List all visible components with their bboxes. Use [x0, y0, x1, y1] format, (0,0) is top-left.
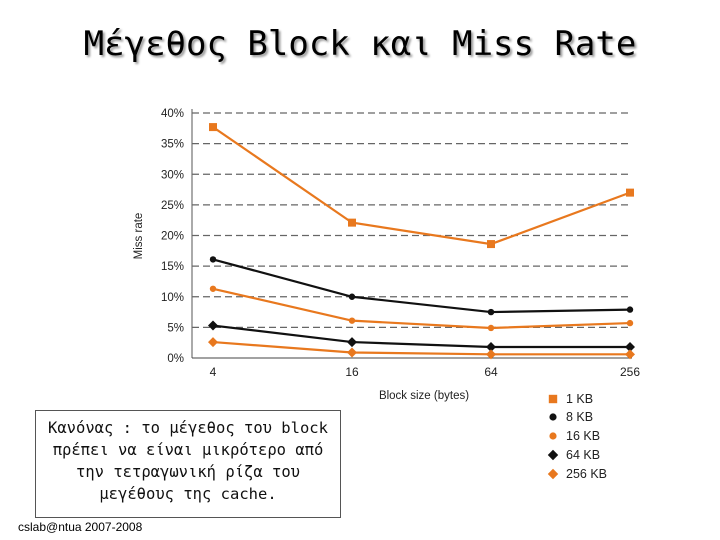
data-point [626, 188, 634, 197]
y-tick-label: 5% [167, 322, 184, 334]
data-point [626, 306, 634, 313]
x-tick-label: 16 [345, 365, 359, 379]
legend-marker-shape [549, 413, 557, 421]
legend-label: 64 KB [566, 448, 601, 462]
series-line-64-kb [212, 324, 630, 349]
data-point [487, 324, 495, 332]
rule-line-3: την τετραγωνική ρίζα του [76, 463, 300, 481]
series-line-8-kb [212, 258, 631, 314]
legend-label: 256 KB [566, 467, 608, 481]
data-point [208, 337, 218, 348]
data-point [487, 240, 495, 249]
x-tick-label: 64 [484, 365, 498, 379]
data-point [487, 308, 495, 316]
legend-marker-shape [547, 468, 559, 480]
data-point [486, 349, 496, 360]
y-tick-label: 20% [161, 231, 184, 243]
data-point [348, 317, 356, 324]
data-point [486, 341, 496, 352]
data-point [209, 123, 217, 132]
legend-marker-shape [549, 432, 557, 440]
x-tick-label: 4 [210, 365, 217, 379]
data-point [626, 319, 634, 327]
data-point [209, 285, 217, 292]
y-tick-label: 30% [161, 169, 184, 181]
data-point [625, 341, 635, 352]
legend-marker [547, 468, 559, 480]
legend-marker [549, 432, 557, 440]
x-tick-label: 256 [620, 365, 640, 379]
x-axis-title: Block size (bytes) [379, 390, 469, 402]
slide-title: Μέγεθος Block και Miss Rate [83, 24, 637, 64]
y-axis-title: Miss rate [133, 213, 145, 260]
rule-line-1: Κανόνας : το μέγεθος του block [48, 419, 328, 437]
y-tick-label: 40% [161, 108, 184, 120]
legend-marker [547, 449, 559, 461]
y-tick-label: 25% [161, 200, 184, 212]
data-point [348, 218, 356, 227]
rule-line-2: πρέπει να είναι μικρότερο από [52, 441, 324, 459]
legend-marker-shape [547, 449, 559, 461]
y-tick-label: 10% [161, 292, 184, 304]
data-point [348, 293, 356, 300]
data-point [347, 337, 357, 348]
legend-marker [549, 413, 557, 421]
data-point [347, 347, 357, 358]
y-tick-label: 0% [167, 353, 184, 365]
rule-line-4: μεγέθους της cache. [99, 485, 277, 503]
legend-marker-shape [548, 394, 558, 404]
series-line-256-kb [212, 340, 630, 356]
data-point [625, 349, 635, 360]
legend-label: 16 KB [566, 429, 601, 443]
series-line-1-kb [212, 126, 631, 246]
legend-label: 1 KB [566, 392, 594, 406]
legend-marker [548, 394, 558, 404]
footer-credit: cslab@ntua 2007-2008 [18, 520, 143, 534]
y-tick-label: 35% [161, 139, 184, 151]
data-point [208, 320, 218, 331]
rule-note: Κανόνας : το μέγεθος του block πρέπει να… [35, 410, 341, 518]
y-tick-label: 15% [161, 261, 184, 273]
data-point [209, 256, 217, 263]
legend-label: 8 KB [566, 410, 594, 424]
series-line-16-kb [212, 287, 631, 330]
